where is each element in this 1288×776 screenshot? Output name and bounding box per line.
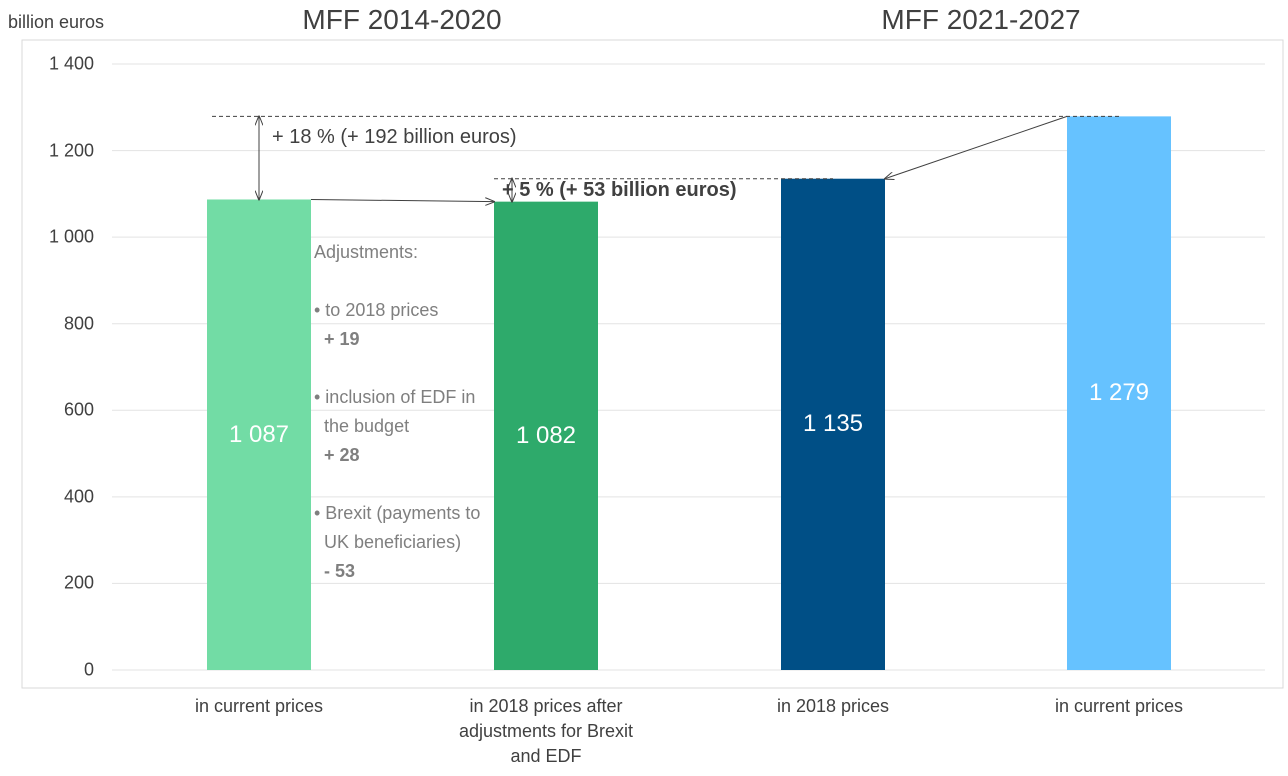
y-tick-label: 400 [63, 486, 94, 507]
y-tick-label: 600 [63, 399, 94, 420]
value-label: 1 087 [228, 420, 290, 448]
y-tick-label: 1 400 [48, 53, 94, 74]
adjustments-heading: Adjustments: [314, 242, 419, 262]
arrow [885, 115, 1068, 178]
group-label: MFF 2021-2027 [881, 4, 1081, 35]
adjustment-text: • to 2018 prices [314, 300, 439, 320]
adjustment-amount: - 53 [324, 561, 356, 581]
y-tick-label: 800 [63, 313, 94, 334]
bar [207, 199, 311, 670]
annotation: + 18 % (+ 192 billion euros) [272, 126, 517, 148]
adjustment-amount: + 19 [324, 329, 360, 349]
y-axis-label: billion euros [8, 12, 105, 32]
value-label: 1 279 [1088, 379, 1150, 407]
y-tick-label: 200 [63, 572, 94, 593]
value-label: 1 135 [802, 410, 864, 438]
adjustment-item: • to 2018 prices + 19 [314, 296, 494, 354]
y-tick-label: 1 000 [48, 226, 94, 247]
adjustments-note: Adjustments: • to 2018 prices + 19 • inclu… [314, 238, 494, 586]
x-tick-label: in 2018 prices [776, 696, 890, 716]
adjustment-item: • inclusion of EDF in the budget + 28 [314, 383, 494, 470]
adjustment-item: • Brexit (payments to UK beneficiaries) -… [314, 499, 494, 586]
y-tick-label: 0 [83, 659, 94, 680]
group-label: MFF 2014-2020 [302, 4, 502, 35]
x-tick-label: in 2018 prices after adjustments for Bre… [458, 696, 634, 766]
annotation: + 5 % (+ 53 billion euros) [502, 179, 737, 201]
bar [1067, 116, 1171, 670]
adjustment-amount: + 28 [324, 445, 360, 465]
adjustment-text: • inclusion of EDF in the budget [314, 387, 476, 436]
bar [494, 201, 598, 671]
adjustment-text: • Brexit (payments to UK beneficiaries) [314, 503, 481, 552]
bar [781, 178, 885, 670]
arrow [310, 199, 494, 201]
x-tick-label: in current prices [194, 696, 324, 716]
x-tick-label: in current prices [1054, 696, 1184, 716]
y-tick-label: 1 200 [48, 140, 94, 161]
value-label: 1 082 [515, 421, 577, 449]
frame [21, 39, 1284, 689]
